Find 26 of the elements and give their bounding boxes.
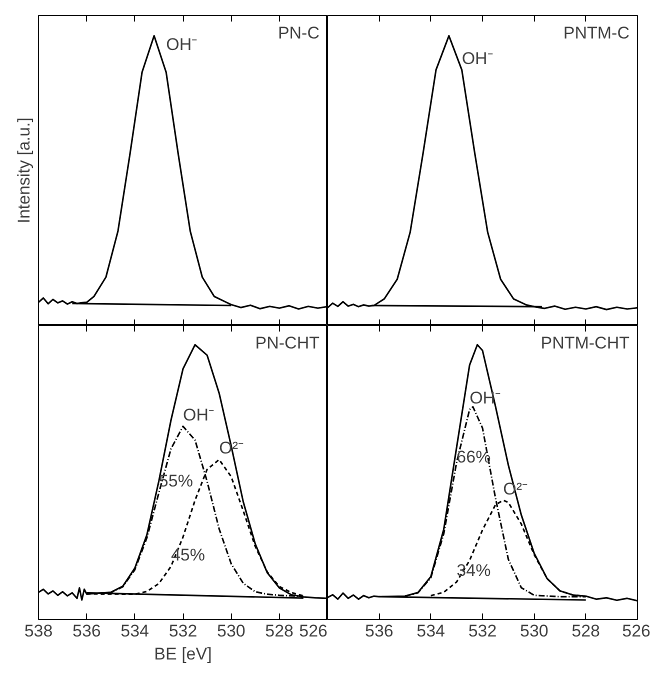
x-tick-label: 538 — [24, 622, 53, 640]
annotation: 45% — [170, 545, 205, 564]
annotation: OH⁻ — [183, 405, 214, 424]
annotation: OH⁻ — [166, 35, 198, 54]
annotation: 55% — [158, 472, 193, 491]
x-tick-label: 534 — [120, 622, 150, 640]
y-axis-title: Intensity [a.u.] — [14, 118, 34, 224]
x-axis-title: BE [eV] — [154, 644, 212, 664]
x-tick-label: 530 — [216, 622, 246, 640]
annotation: 66% — [456, 447, 491, 466]
annotation: 34% — [456, 560, 491, 580]
x-tick-label: 526 — [299, 622, 328, 640]
x-tick-label: 526 — [622, 622, 650, 640]
chart-title: PNTM-CHT — [540, 334, 630, 352]
x-tick-label: 532 — [168, 622, 198, 640]
x-tick-label: 530 — [520, 622, 548, 640]
chart-title: PNTM-C — [563, 24, 630, 42]
annotation: OH⁻ — [462, 48, 494, 68]
x-tick-label: 528 — [265, 622, 294, 640]
x-tick-label: 536 — [72, 622, 101, 640]
x-tick-label: 532 — [468, 622, 497, 640]
x-tick-label: 534 — [416, 622, 446, 640]
chart-title: PN-C — [278, 24, 320, 42]
x-tick-label: 536 — [364, 622, 394, 640]
x-tick-label: 528 — [572, 622, 600, 640]
chart-title: PN-CHT — [255, 334, 320, 352]
